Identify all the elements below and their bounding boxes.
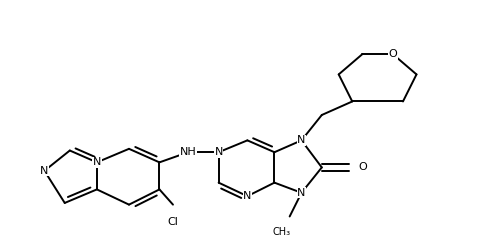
Text: N: N — [214, 147, 223, 157]
Text: N: N — [297, 135, 305, 145]
Text: NH: NH — [180, 147, 197, 157]
Text: O: O — [388, 49, 397, 59]
Text: CH₃: CH₃ — [272, 227, 290, 236]
Text: O: O — [358, 162, 367, 173]
Text: N: N — [40, 166, 49, 176]
Text: Cl: Cl — [167, 217, 179, 227]
Text: N: N — [243, 191, 252, 201]
Text: N: N — [93, 157, 101, 167]
Text: N: N — [297, 188, 305, 198]
